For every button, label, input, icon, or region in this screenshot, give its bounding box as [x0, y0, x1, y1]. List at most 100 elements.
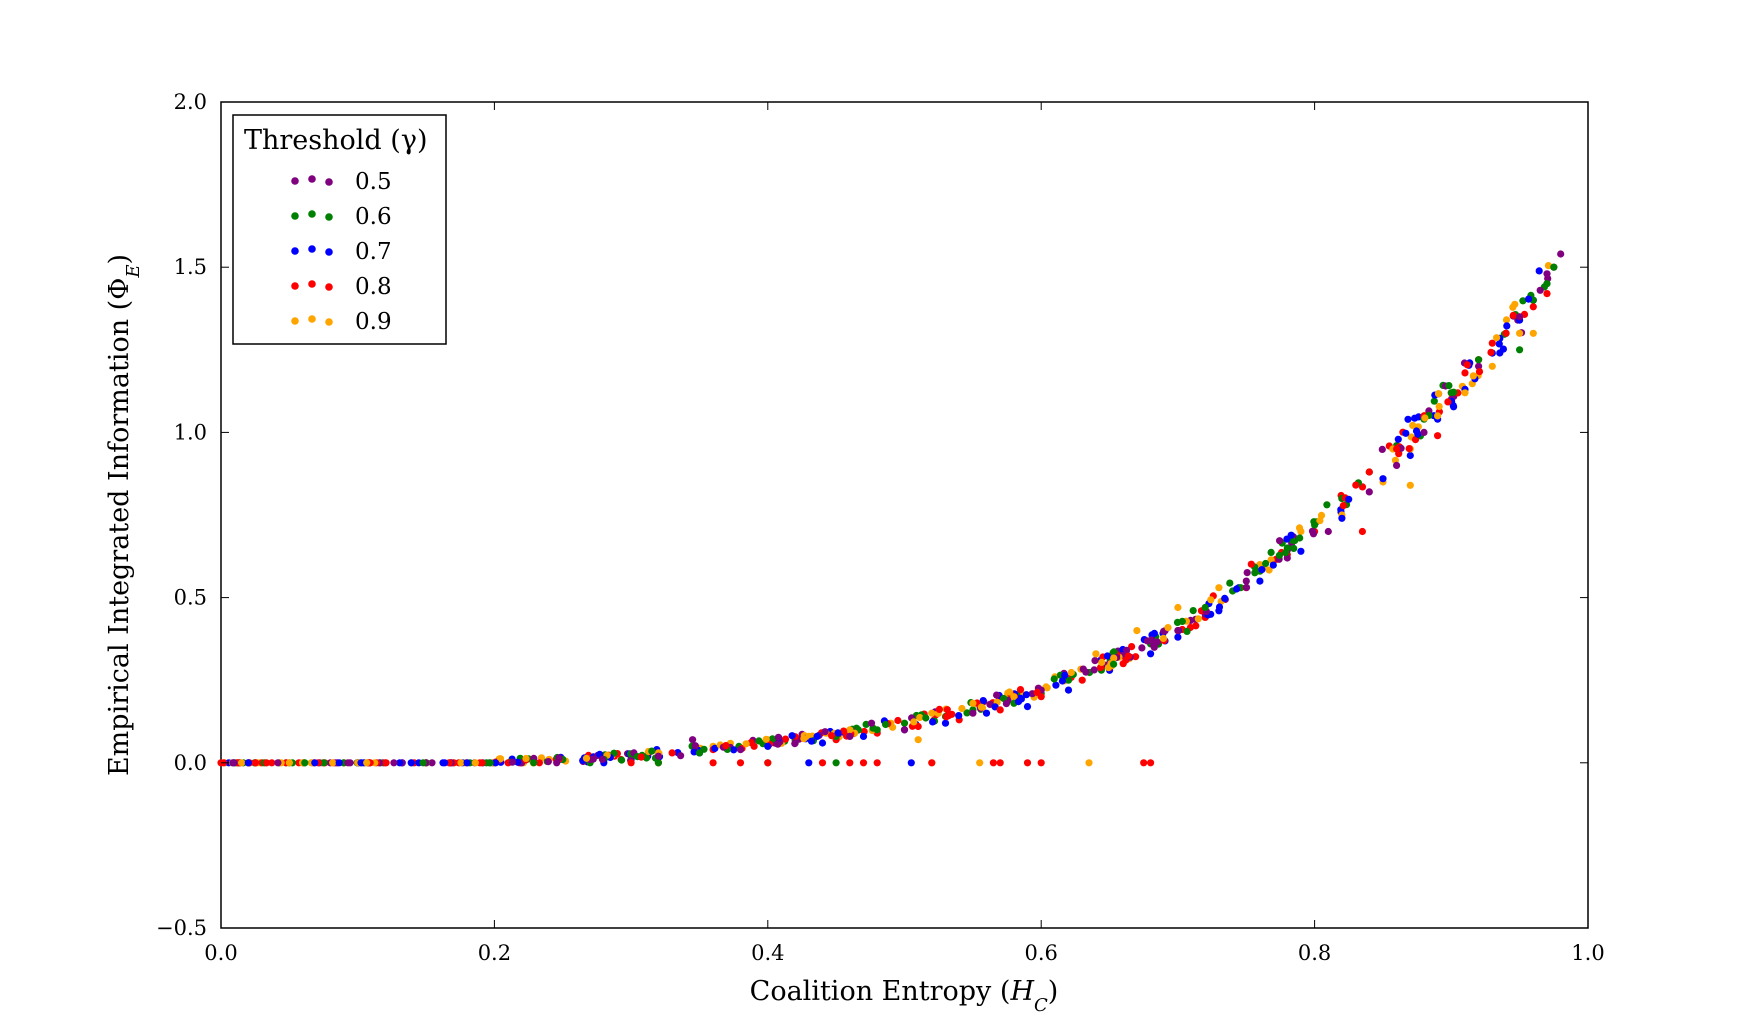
data-point-gamma-0_9: [1174, 603, 1182, 612]
data-point-gamma-0_5: [654, 752, 663, 760]
data-point-gamma-0_5: [993, 691, 1001, 699]
data-point-gamma-0_5: [344, 759, 352, 767]
data-point-gamma-0_7: [514, 758, 522, 766]
data-point-gamma-0_8: [914, 722, 922, 731]
legend-entry: 0.7: [291, 239, 392, 265]
x-tick-label: 0.8: [1298, 941, 1331, 965]
data-point-gamma-0_5: [774, 740, 782, 748]
data-point-gamma-0_7: [907, 759, 915, 767]
data-points: [217, 250, 1565, 767]
data-point-gamma-0_8: [828, 732, 836, 740]
data-point-gamma-0_6: [1475, 356, 1483, 364]
data-point-gamma-0_9: [238, 759, 246, 767]
data-point-gamma-0_5: [544, 758, 552, 766]
data-point-gamma-0_8: [1488, 339, 1496, 347]
legend-entries: 0.5 0.6 0.7 0.8 0.9: [291, 169, 392, 335]
data-point-gamma-0_9: [1043, 684, 1051, 692]
data-point-gamma-0_8: [709, 759, 717, 767]
legend-entry: 0.5: [291, 169, 392, 195]
data-point-gamma-0_8: [1192, 622, 1200, 630]
data-point-gamma-0_9: [1434, 412, 1442, 420]
data-point-gamma-0_7: [807, 737, 816, 745]
axis-ticks: 0.0 0.2 0.4 0.6 0.8 1.0−0.50.00.51.01.52.0: [156, 90, 1605, 965]
data-point-gamma-0_5: [428, 759, 436, 767]
legend-marker: [291, 282, 299, 290]
data-point-gamma-0_9: [1067, 668, 1075, 677]
data-point-gamma-0_5: [229, 759, 237, 767]
data-point-gamma-0_5: [1378, 445, 1386, 453]
legend-marker: [308, 210, 316, 218]
data-point-gamma-0_6: [832, 759, 840, 767]
data-point-gamma-0_7: [311, 759, 319, 767]
data-point-gamma-0_9: [1159, 634, 1167, 643]
legend-marker: [325, 248, 333, 256]
data-point-gamma-0_8: [1509, 311, 1517, 319]
data-point-gamma-0_9: [1409, 421, 1417, 429]
x-tick-label: 0.4: [751, 941, 784, 965]
data-point-gamma-0_8: [1543, 290, 1551, 298]
data-point-gamma-0_8: [1463, 361, 1471, 369]
data-point-gamma-0_9: [1265, 566, 1273, 574]
data-point-gamma-0_7: [1345, 495, 1353, 503]
data-point-gamma-0_9: [1215, 584, 1223, 592]
data-point-gamma-0_8: [818, 759, 827, 767]
data-point-gamma-0_5: [1475, 362, 1483, 370]
data-point-gamma-0_5: [900, 726, 909, 734]
data-point-gamma-0_6: [1430, 397, 1438, 405]
data-point-gamma-0_6: [648, 747, 656, 755]
data-point-gamma-0_9: [1434, 390, 1443, 398]
data-point-gamma-0_7: [1103, 652, 1111, 660]
data-point-gamma-0_9: [1133, 627, 1141, 635]
data-point-gamma-0_7: [1525, 295, 1533, 303]
data-point-gamma-0_8: [1411, 436, 1420, 444]
data-point-gamma-0_8: [873, 759, 881, 767]
data-point-gamma-0_7: [357, 759, 365, 767]
data-point-gamma-0_9: [928, 709, 936, 717]
data-point-gamma-0_7: [1052, 681, 1060, 689]
data-point-gamma-0_8: [764, 759, 772, 767]
data-point-gamma-0_8: [1461, 369, 1469, 377]
data-point-gamma-0_9: [285, 759, 293, 767]
data-point-gamma-0_7: [955, 712, 963, 720]
x-axis-label: Coalition Entropy (HC): [750, 976, 1059, 1016]
data-point-gamma-0_7: [1147, 650, 1155, 658]
data-point-gamma-0_9: [457, 759, 465, 767]
data-point-gamma-0_7: [1058, 677, 1066, 685]
data-point-gamma-0_5: [553, 759, 561, 767]
data-point-gamma-0_7: [1411, 414, 1419, 422]
data-point-gamma-0_7: [818, 739, 827, 747]
legend-marker: [308, 280, 316, 288]
data-point-gamma-0_7: [396, 759, 404, 767]
data-point-gamma-0_5: [1516, 313, 1524, 321]
data-point-gamma-0_9: [1194, 615, 1202, 623]
data-point-gamma-0_8: [1393, 445, 1401, 453]
data-point-gamma-0_9: [471, 759, 479, 767]
data-point-gamma-0_8: [1128, 643, 1136, 651]
data-point-gamma-0_6: [882, 720, 890, 729]
data-point-gamma-0_8: [1140, 759, 1148, 767]
data-point-gamma-0_7: [788, 732, 796, 740]
data-point-gamma-0_7: [982, 709, 991, 717]
data-point-gamma-0_7: [463, 759, 471, 767]
legend-marker: [291, 212, 299, 220]
data-point-gamma-0_8: [1132, 653, 1140, 661]
data-point-gamma-0_9: [1421, 414, 1429, 422]
data-point-gamma-0_8: [736, 759, 745, 767]
legend-entry: 0.8: [291, 274, 392, 300]
data-point-gamma-0_8: [1247, 560, 1255, 568]
data-point-gamma-0_9: [914, 736, 922, 744]
data-point-gamma-0_8: [943, 706, 951, 714]
data-point-gamma-0_8: [1037, 759, 1045, 767]
data-point-gamma-0_8: [1016, 686, 1025, 694]
data-point-gamma-0_6: [419, 759, 427, 767]
data-point-gamma-0_6: [1290, 544, 1298, 553]
data-point-gamma-0_9: [1529, 329, 1537, 337]
data-point-gamma-0_7: [1499, 345, 1507, 353]
data-point-gamma-0_7: [711, 744, 719, 753]
data-point-gamma-0_7: [1221, 594, 1229, 603]
data-point-gamma-0_5: [1543, 270, 1551, 278]
data-point-gamma-0_8: [996, 759, 1004, 767]
data-point-gamma-0_5: [1393, 461, 1401, 469]
y-tick-label: 1.5: [174, 255, 207, 279]
data-point-gamma-0_6: [768, 735, 777, 743]
